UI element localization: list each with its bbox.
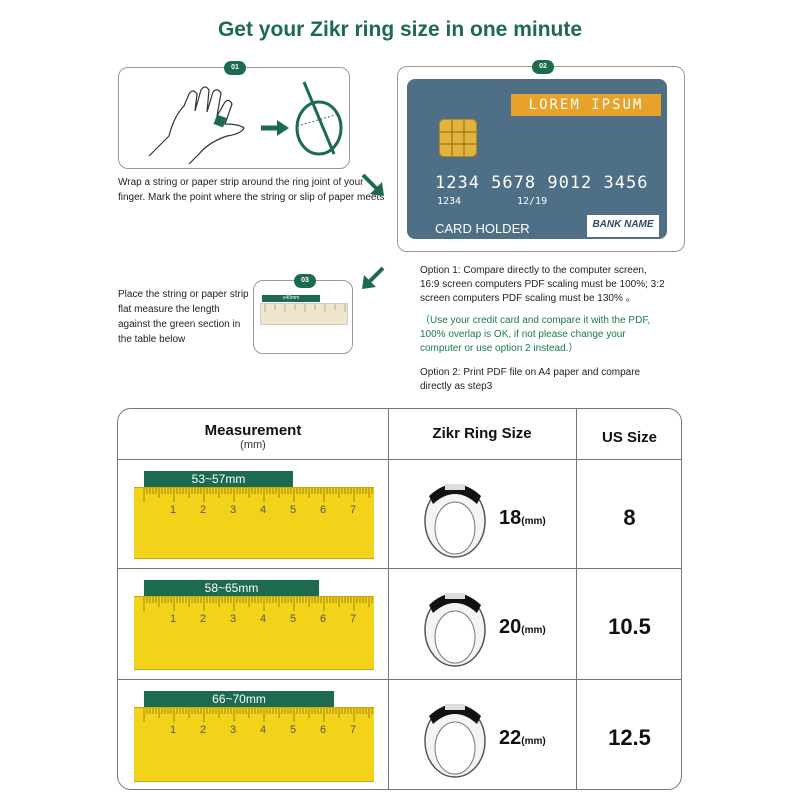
step3-strip: ≤40mm (262, 295, 320, 302)
ruler-number: 4 (260, 613, 267, 625)
page-title: Get your Zikr ring size in one minute (217, 18, 583, 41)
ruler-number: 1 (170, 613, 177, 625)
us-size-value: 10.5 (608, 614, 651, 639)
ruler: 1 2 3 4 5 6 7 (134, 707, 374, 782)
option1-text: Option 1: Compare directly to the comput… (420, 265, 665, 304)
ruler-number: 6 (320, 613, 327, 625)
smart-ring-image (424, 593, 486, 667)
ruler-number: 3 (230, 504, 237, 516)
hand-wrap-illustration (148, 81, 343, 165)
ruler-number: 2 (200, 724, 207, 736)
ruler-number: 2 (200, 504, 207, 516)
card-banner: LOREM IPSUM (511, 94, 661, 116)
arrow-down-right-icon (361, 173, 384, 196)
measurement-range-bar: 53~57mm (144, 471, 293, 487)
step3-badge: 03 (294, 274, 316, 288)
ring-size-number: 18 (499, 507, 522, 529)
card-small-number: 1234 (437, 196, 462, 207)
step3-box: 03 ≤40mm (253, 274, 353, 354)
ruler-number: 7 (350, 504, 357, 516)
header-ring-size: Zikr Ring Size (432, 425, 532, 442)
arrow-down-left-icon (362, 266, 385, 289)
ruler-number: 1 (170, 504, 177, 516)
row-divider (118, 459, 681, 460)
step1-box: 01 (118, 61, 350, 169)
ruler-number: 4 (260, 504, 267, 516)
card-holder: CARD HOLDER (435, 221, 530, 236)
ruler-number: 6 (320, 724, 327, 736)
option2-text: Option 2: Print PDF file on A4 paper and… (420, 367, 641, 392)
smart-ring-image (424, 484, 486, 558)
ruler-number: 5 (290, 613, 297, 625)
measurement-range-bar: 66~70mm (144, 691, 334, 707)
ruler: 1 2 3 4 5 6 7 (134, 487, 374, 559)
ruler-ticks (143, 488, 373, 502)
ring-size-number: 22 (499, 727, 522, 749)
card-number: 1234 5678 9012 3456 (435, 173, 649, 193)
size-table: Measurement (mm) Zikr Ring Size US Size … (117, 408, 682, 790)
credit-card: LOREM IPSUM 1234 5678 9012 3456 1234 12/… (407, 79, 667, 239)
ring-size-value: 18(mm) (499, 507, 546, 530)
card-chip (439, 119, 477, 157)
ruler-ticks (143, 708, 373, 722)
ring-size-value: 20(mm) (499, 616, 546, 639)
ruler-number: 5 (290, 724, 297, 736)
ring-size-unit: (mm) (521, 736, 546, 747)
step2-box: 02 LOREM IPSUM 1234 5678 9012 3456 1234 … (397, 60, 685, 252)
smart-ring-image (424, 704, 486, 778)
ruler-number: 4 (260, 724, 267, 736)
ruler-number: 1 (170, 724, 177, 736)
step2-badge: 02 (532, 60, 554, 74)
card-expiry: 12/19 (517, 196, 548, 207)
col-divider (576, 409, 577, 789)
us-size-value: 12.5 (608, 725, 651, 750)
ring-size-unit: (mm) (521, 625, 546, 636)
card-bank-name: BANK NAME (587, 215, 659, 237)
ruler-number: 6 (320, 504, 327, 516)
col-divider (388, 409, 389, 789)
ruler-number: 7 (350, 724, 357, 736)
row-divider (118, 679, 681, 680)
ruler-number: 2 (200, 613, 207, 625)
step1-text: Wrap a string or paper strip around the … (118, 177, 385, 203)
header-us-size: US Size (601, 429, 658, 446)
ruler-number: 7 (350, 613, 357, 625)
measurement-range-bar: 58~65mm (144, 580, 319, 596)
ruler: 1 2 3 4 5 6 7 (134, 596, 374, 670)
ruler-number: 3 (230, 724, 237, 736)
header-measurement-unit: (mm) (240, 439, 266, 451)
ruler-ticks (143, 597, 373, 611)
step1-badge: 01 (224, 61, 246, 75)
ruler-number: 5 (290, 504, 297, 516)
ring-size-unit: (mm) (521, 516, 546, 527)
row-divider (118, 568, 681, 569)
option-note-text: （Use your credit card and compare it wit… (420, 315, 651, 354)
header-measurement: Measurement (204, 422, 302, 439)
step3-mini-ruler (260, 303, 348, 325)
us-size-value: 8 (623, 505, 636, 530)
ring-size-number: 20 (499, 616, 522, 638)
step3-text: Place the string or paper strip flat mea… (118, 289, 249, 345)
step3-strip-label: ≤40mm (282, 295, 300, 301)
ring-size-value: 22(mm) (499, 727, 546, 750)
ruler-number: 3 (230, 613, 237, 625)
